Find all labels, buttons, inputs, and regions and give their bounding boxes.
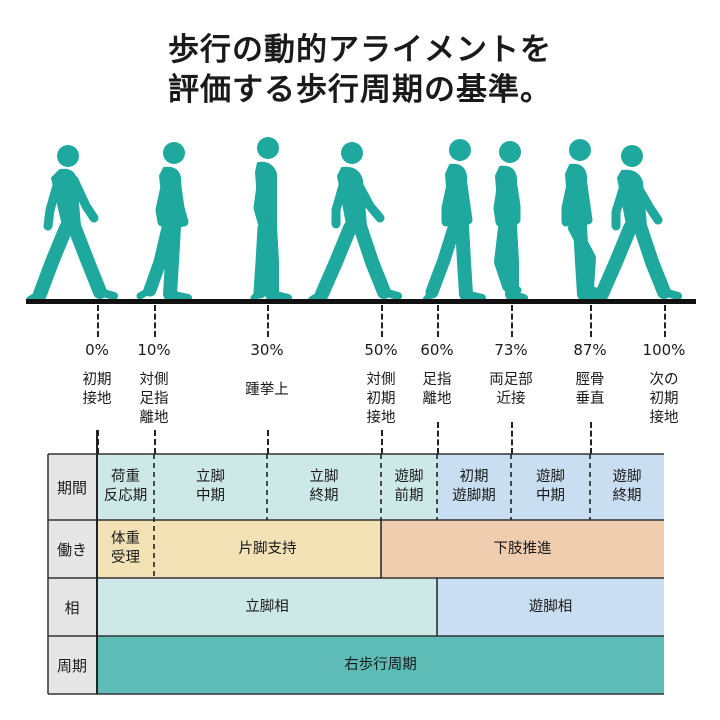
period-terminal-swing: 遊脚 終期 [612,469,642,504]
event-pct: 0% [85,341,109,359]
phase-swing: 遊脚相 [528,598,573,615]
event-connector [154,430,156,454]
event-label: 対側 足指 離地 [139,372,169,426]
period-initial-swing: 初期 遊脚期 [452,469,496,504]
event-connector [590,422,592,454]
function-limb-advancement: 下肢推進 [493,540,552,557]
event-marker [511,305,513,337]
row-label-cycle: 周期 [56,656,87,675]
event-pct: 60% [420,341,454,359]
event-marker [154,305,156,337]
figure-initial-contact [26,145,118,304]
figure-heel-rise [250,137,292,302]
event-connector [437,422,439,454]
ground-line [26,299,696,304]
event-label: 次の 初期 接地 [649,372,679,426]
event-label: 対側 初期 接地 [366,372,396,426]
function-single-limb-support: 片脚支持 [238,540,297,557]
event-pct: 30% [250,341,284,359]
row-label-period: 期間 [56,478,87,497]
event-marker [267,305,269,337]
period-mid-stance: 立脚 中期 [196,469,225,504]
figure-contralateral-initial-contact [308,142,402,304]
event-label: 踵挙上 [245,382,289,398]
gait-figures [26,137,696,304]
event-marker [437,305,439,337]
event-label: 足指 離地 [422,372,452,407]
event-pct: 87% [573,341,607,359]
period-mid-swing: 遊脚 中期 [536,469,565,504]
function-weight-acceptance: 体重 受理 [111,531,140,566]
cycle-right-gait: 右歩行周期 [344,656,417,673]
event-connector [381,430,383,454]
event-label: 初期 接地 [82,372,112,407]
row-label-function: 働き [56,540,87,559]
event-pct: 10% [137,341,171,359]
event-label: 両足部 近接 [489,372,533,407]
page-title-line2: 評価する歩行周期の基準。 [168,72,552,108]
figure-toe-off [422,139,486,304]
period-pre-swing: 遊脚 前期 [394,469,424,504]
event-label: 脛骨 垂直 [575,372,605,407]
figure-feet-adjacent [493,141,528,302]
event-connector [511,422,513,454]
page-title-line1: 歩行の動的アライメントを [168,32,552,68]
event-marker [381,305,383,337]
figure-contralateral-toe-off [136,142,192,302]
event-pct: 73% [494,341,528,359]
event-marker [664,305,666,337]
row-label-phase: 相 [64,598,80,617]
phase-stance: 立脚相 [245,598,289,615]
event-connector [267,430,269,454]
period-terminal-stance: 立脚 終期 [309,469,339,504]
event-pct: 50% [364,341,398,359]
period-loading-response: 荷重 反応期 [103,469,148,504]
event-marker [97,305,99,337]
event-marker [590,305,592,337]
event-pct: 100% [642,341,686,359]
figure-tibia-vertical [561,139,602,302]
